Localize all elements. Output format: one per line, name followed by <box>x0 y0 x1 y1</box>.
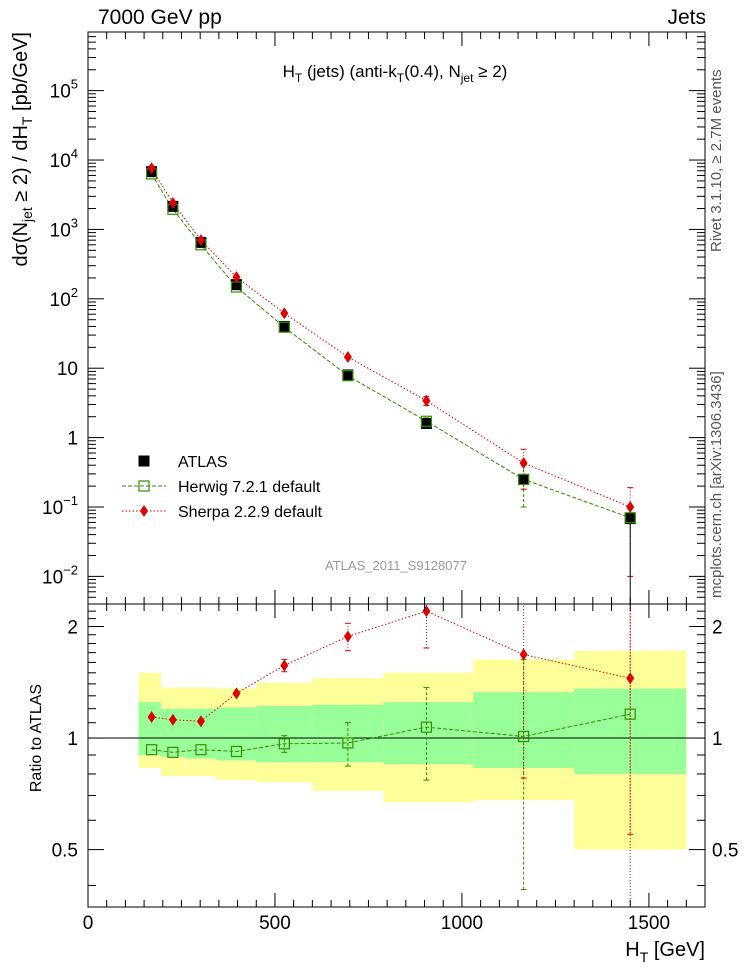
atlas-data-point <box>624 513 636 525</box>
ratio-band-inner <box>256 706 313 763</box>
herwig-ratio-point <box>420 721 433 733</box>
herwig-ratio-point <box>145 744 158 756</box>
ratio-band-inner <box>574 688 687 774</box>
legend-label-sherpa: Sherpa 2.2.9 default <box>178 504 323 521</box>
sherpa-point <box>422 394 431 407</box>
ratio-y-tick-label: 0.5 <box>52 841 78 862</box>
y-tick-label: 10−1 <box>42 493 78 519</box>
legend-atlas-marker <box>138 455 150 467</box>
atlas-data-point <box>278 320 290 332</box>
herwig-ratio-point <box>624 708 636 720</box>
y-tick-label: 105 <box>50 77 78 103</box>
sherpa-ratio-point <box>626 672 635 685</box>
y-tick-label: 10−2 <box>42 562 78 588</box>
y-tick-label: 102 <box>50 285 78 311</box>
atlas-data-point <box>518 473 530 485</box>
ratio-y-axis-label: Ratio to ATLAS <box>28 684 45 792</box>
axis-ticks <box>87 31 706 907</box>
sherpa-ratio-point <box>196 715 205 728</box>
ratio-band-inner <box>473 692 575 769</box>
x-tick-label: 500 <box>259 913 291 934</box>
sherpa-ratio-point <box>147 710 156 723</box>
atlas-data-point <box>230 279 242 291</box>
x-tick-label: 1500 <box>628 913 670 934</box>
header-collision-label: 7000 GeV pp <box>98 6 222 29</box>
atlas-data-point <box>420 417 432 429</box>
herwig-ratio-point <box>518 730 530 743</box>
sherpa-point <box>626 500 635 513</box>
sherpa-ratio-point <box>280 659 289 672</box>
sherpa-ratio-point <box>519 648 528 661</box>
sherpa-ratio-point <box>422 605 431 618</box>
legend: ATLAS Herwig 7.2.1 default Sherpa 2.2.9 de… <box>122 454 323 521</box>
herwig-point <box>278 321 290 333</box>
herwig-ratio-point <box>230 745 243 758</box>
y-tick-label: 1 <box>67 429 78 450</box>
legend-sherpa-marker <box>140 505 148 517</box>
y-tick-label: 103 <box>50 215 78 241</box>
y-tick-label: 10 <box>57 359 78 380</box>
legend-herwig-marker <box>138 480 150 492</box>
main-y-axis-label: dσ(Njet ≥ 2) / dHT [pb/GeV] <box>10 32 35 267</box>
x-tick-label: 1000 <box>441 913 483 934</box>
legend-label-herwig: Herwig 7.2.1 default <box>178 479 321 496</box>
x-axis-label: HT [GeV] <box>625 939 705 965</box>
sherpa-line <box>151 168 631 508</box>
sherpa-point <box>168 197 177 210</box>
ratio-y-tick-label-right: 0.5 <box>712 841 738 862</box>
ratio-y-tick-label: 2 <box>67 617 78 638</box>
sherpa-point <box>519 457 528 470</box>
atlas-data-point <box>342 369 354 381</box>
ratio-y-tick-label-right: 2 <box>712 617 723 638</box>
ratio-band-inner <box>217 707 257 761</box>
herwig-ratio-point <box>195 744 207 756</box>
herwig-ratio-line <box>151 713 631 753</box>
legend-label-data: ATLAS <box>178 454 228 471</box>
herwig-ratio-point <box>278 738 290 750</box>
header-process-label: Jets <box>667 6 706 29</box>
sherpa-point <box>232 271 241 284</box>
sherpa-ratio-point <box>343 630 352 643</box>
sherpa-point <box>280 307 289 320</box>
sherpa-ratio-point <box>232 687 241 700</box>
herwig-ratio-point <box>342 737 354 749</box>
ratio-y-tick-label-right: 1 <box>712 729 723 750</box>
sherpa-point <box>147 162 156 175</box>
ratio-uncertainty-bands <box>138 650 687 850</box>
sherpa-ratio-point <box>168 713 177 726</box>
x-tick-label: 0 <box>83 913 94 934</box>
analysis-watermark: ATLAS_2011_S9128077 <box>325 558 467 573</box>
chart-title: HT (jets) (anti-kT(0.4), Njet ≥ 2) <box>283 62 508 85</box>
sherpa-point <box>196 234 205 247</box>
sherpa-point <box>343 351 352 364</box>
ratio-band-inner <box>138 702 161 756</box>
herwig-point <box>342 370 354 382</box>
herwig-ratio-point <box>167 746 179 758</box>
ratio-y-tick-label: 1 <box>67 729 78 750</box>
y-tick-label: 104 <box>50 146 78 172</box>
herwig-point <box>420 415 433 427</box>
herwig-point <box>518 473 530 485</box>
